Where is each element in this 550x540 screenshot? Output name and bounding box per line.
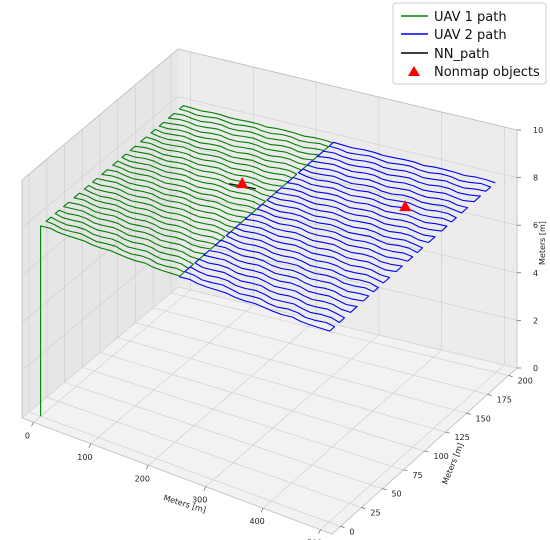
y-tick-mark xyxy=(403,469,408,472)
y-tick-mark xyxy=(487,394,492,396)
grid-z xyxy=(21,143,518,276)
y-tick-label: 200 xyxy=(518,377,533,386)
axis-panes xyxy=(22,49,517,534)
grid-z xyxy=(21,96,518,228)
nonmap-object-marker xyxy=(236,177,249,189)
series-path-1 xyxy=(40,105,333,417)
legend-label-nn: NN_path xyxy=(434,47,490,62)
y-tick-label: 100 xyxy=(434,452,449,461)
legend-label-uav1: UAV 1 path xyxy=(434,10,507,25)
y-tick-mark xyxy=(424,450,429,453)
axis-lines xyxy=(21,48,518,535)
x-tick-mark xyxy=(260,508,264,513)
y-tick-label: 25 xyxy=(370,509,380,518)
grid-z xyxy=(21,191,518,324)
z-tick-label: 6 xyxy=(533,221,538,230)
nonmap-object-marker xyxy=(399,200,412,212)
y-tick-mark xyxy=(445,431,450,434)
y-tick-label: 150 xyxy=(476,414,491,423)
nonmap-markers xyxy=(236,177,412,212)
legend-label-uav2: UAV 2 path xyxy=(434,28,507,43)
z-tick-label: 2 xyxy=(533,316,538,325)
y-tick-label: 75 xyxy=(412,471,422,480)
x-tick-label: 300 xyxy=(192,496,207,505)
x-tick-mark xyxy=(318,529,321,534)
y-tick-mark xyxy=(508,375,513,377)
floor-pane xyxy=(22,287,517,534)
z-tick-label: 0 xyxy=(533,364,538,373)
z-axis-label: Meters [m] xyxy=(538,221,547,265)
x-tick-mark xyxy=(146,465,149,470)
tick-labels: 0100200300400500025507510012515017520002… xyxy=(25,126,543,540)
y-tick-mark xyxy=(361,507,366,509)
x-tick-mark xyxy=(31,422,34,427)
y-tick-label: 175 xyxy=(497,395,512,404)
back-pane xyxy=(178,49,517,368)
grid-z xyxy=(21,286,518,419)
x-tick-label: 100 xyxy=(77,453,92,462)
floor-edge xyxy=(21,367,518,535)
z-tick-label: 10 xyxy=(533,126,543,135)
y-axis-label: Meters [m] xyxy=(441,442,466,486)
z-tick-label: 8 xyxy=(533,174,538,183)
legend: UAV 1 path UAV 2 path NN_path Nonmap obj… xyxy=(392,2,547,85)
x-tick-mark xyxy=(203,486,206,491)
x-tick-label: 0 xyxy=(25,431,30,440)
x-tick-label: 200 xyxy=(135,474,150,483)
y-tick-mark xyxy=(382,488,387,491)
x-tick-label: 500 xyxy=(307,539,322,540)
y-tick-mark xyxy=(466,412,471,415)
box-edge xyxy=(21,48,518,418)
legend-box xyxy=(392,2,547,85)
y-tick-label: 125 xyxy=(455,433,470,442)
z-tick-label: 4 xyxy=(533,269,538,278)
y-tick-label: 50 xyxy=(391,490,401,499)
legend-label-nonmap: Nonmap objects xyxy=(434,65,540,80)
y-tick-mark xyxy=(340,526,345,528)
x-tick-label: 400 xyxy=(249,517,264,526)
grid-z xyxy=(21,239,518,371)
legend-swatch-nonmap xyxy=(408,66,420,76)
x-tick-mark xyxy=(88,443,92,448)
series-path-2 xyxy=(178,141,496,332)
y-tick-label: 0 xyxy=(349,527,354,536)
